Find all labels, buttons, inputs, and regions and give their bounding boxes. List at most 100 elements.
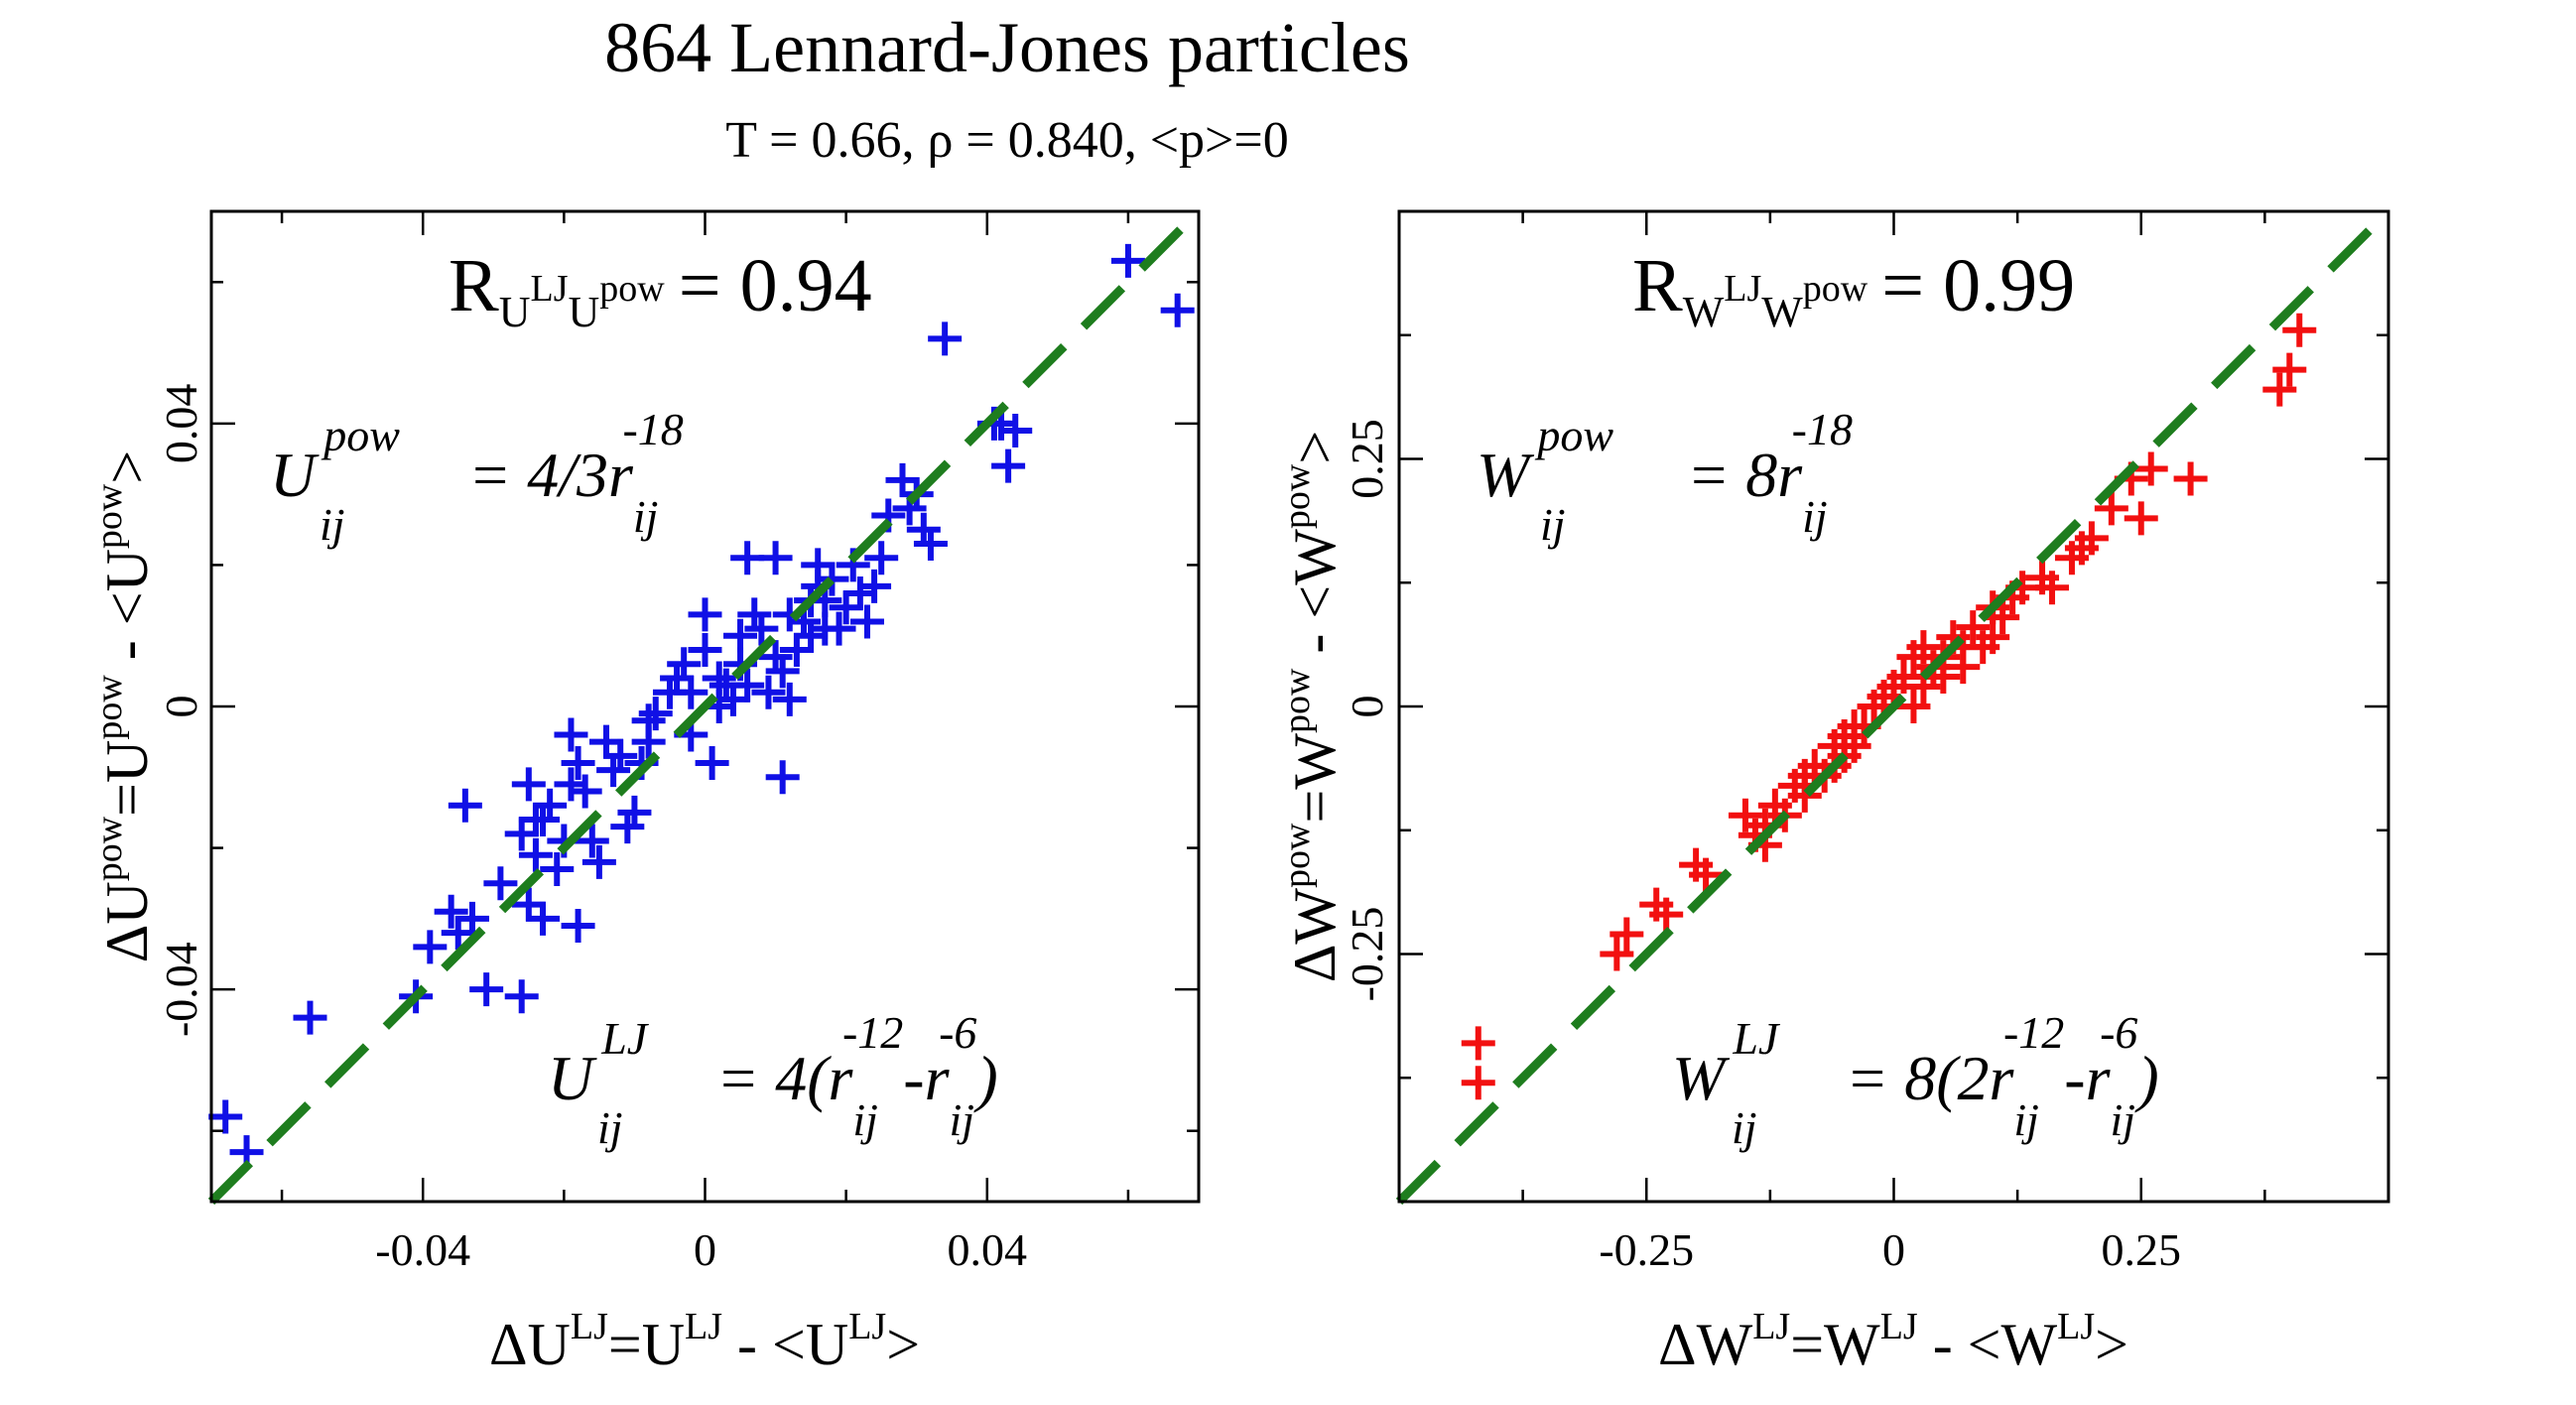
right-formula-bottom-mid: -r xyxy=(2064,1043,2111,1113)
right-scatter-point xyxy=(2272,352,2307,387)
right-formula-bottom-rsub2: ij xyxy=(2111,1094,2136,1145)
right-fit-line xyxy=(1395,207,2392,1206)
right-formula-bottom-rsup: -12 xyxy=(2003,1007,2064,1058)
right-scatter-point xyxy=(1610,917,1644,952)
right-x-axis-label-c: =W xyxy=(1790,1312,1880,1377)
left-scatter-point xyxy=(751,675,786,709)
left-formula-bottom-tail: ) xyxy=(972,1043,997,1113)
left-scatter-point xyxy=(688,597,722,632)
left-y-axis-label-f: pow xyxy=(88,483,130,549)
left-correlation-sup1: LJ xyxy=(530,268,568,310)
right-scatter-point xyxy=(1787,778,1822,813)
left-scatter-point xyxy=(822,611,856,646)
right-marks xyxy=(1461,313,2317,1100)
left-y-tick-label: 0 xyxy=(156,696,206,718)
right-scatter-point xyxy=(1976,620,2010,655)
left-formula-top-sub: ij xyxy=(320,499,345,550)
right-x-axis-label-a: ΔW xyxy=(1658,1312,1753,1377)
left-scatter-point xyxy=(568,774,602,809)
left-formula-top: Upow ij= 4/3rij-18 xyxy=(270,404,684,550)
right-y-axis-label-f: pow xyxy=(1276,463,1318,529)
left-scatter-point xyxy=(723,618,758,653)
left-scatter-point xyxy=(526,901,561,936)
left-x-axis-label-a: ΔU xyxy=(489,1312,571,1377)
left-scatter-point xyxy=(603,738,638,773)
right-scatter-point xyxy=(1461,1026,1495,1061)
left-x-axis-label-g: > xyxy=(886,1312,920,1377)
right-formula-top-sup: pow xyxy=(1534,410,1613,460)
left-scatter-point xyxy=(998,413,1033,447)
left-scatter-point xyxy=(518,837,553,872)
right-formula-bottom-sub: ij xyxy=(1732,1102,1757,1153)
left-scatter-point xyxy=(857,569,892,603)
left-y-axis-label-c: =U xyxy=(94,740,160,817)
left-correlation-sup2: pow xyxy=(599,268,665,310)
left-y-axis-label-b: pow xyxy=(88,816,130,881)
left-fit-line xyxy=(207,207,1203,1206)
left-scatter-point xyxy=(772,682,807,716)
left-scatter-point xyxy=(504,979,539,1014)
right-scatter-point xyxy=(1986,600,2020,635)
right-y-axis-label-b: pow xyxy=(1276,823,1318,888)
right-scatter-point xyxy=(1896,690,1931,723)
left-formula-bottom-rsub2: ij xyxy=(950,1094,975,1145)
left-correlation-r: R xyxy=(449,244,499,327)
right-scatter-point xyxy=(1461,1066,1495,1100)
right-formula-bottom-rhs: = 8(2r xyxy=(1846,1043,2015,1113)
right-formula-top-rsup: -18 xyxy=(1792,404,1853,454)
left-formula-bottom-rhs: = 4(r xyxy=(716,1043,854,1113)
left-scatter-point xyxy=(864,541,899,575)
left-scatter-point xyxy=(1160,293,1195,327)
left-formula-bottom-sup: LJ xyxy=(600,1013,650,1064)
right-scatter-point xyxy=(1956,610,1991,645)
right-scatter-point xyxy=(2074,521,2109,556)
left-correlation-value: = 0.94 xyxy=(679,244,872,327)
left-x-tick-label: -0.04 xyxy=(375,1224,470,1275)
right-formula-top-rsub: ij xyxy=(1802,491,1828,542)
right-y-axis-label-d: pow xyxy=(1276,668,1318,733)
right-formula-bottom-rsup2: -6 xyxy=(2100,1007,2137,1058)
right-scatter-point xyxy=(2035,571,2070,605)
left-formula-bottom-sub: ij xyxy=(597,1102,623,1153)
left-scatter-point xyxy=(744,611,779,646)
left-correlation-sub1: U xyxy=(499,288,531,336)
right-y-tick-label: 0 xyxy=(1342,696,1392,718)
right-correlation-sup1: LJ xyxy=(1724,268,1761,310)
left-scatter-point xyxy=(730,541,765,575)
left-formula-bottom: ULJ ij= 4(rij-12-rij-6) xyxy=(548,1007,998,1153)
right-x-axis-label-b: LJ xyxy=(1752,1306,1790,1347)
left-scatter-point xyxy=(688,632,722,667)
left-y-axis-label-a: ΔU xyxy=(94,881,160,962)
left-scatter-point xyxy=(913,527,948,562)
left-formula-bottom-sym: U xyxy=(548,1043,597,1113)
right-scatter-point xyxy=(1926,660,1961,695)
left-scatter-point xyxy=(561,908,595,943)
right-y-tick-label: -0.25 xyxy=(1342,907,1392,1002)
right-scatter-point xyxy=(1600,937,1634,971)
right-formula-bottom-sup: LJ xyxy=(1732,1013,1781,1064)
left-scatter-point xyxy=(758,541,793,575)
left-y-axis-label: ΔUpow=Upow - <Upow> xyxy=(88,450,160,962)
left-x-axis-label: ΔULJ=ULJ - <ULJ> xyxy=(489,1306,920,1377)
right-y-axis-label: ΔWpow=Wpow - <Wpow> xyxy=(1276,431,1348,982)
left-scatter-point xyxy=(1110,243,1145,278)
right-x-tick-label: 0.25 xyxy=(2102,1224,2182,1275)
right-correlation-sup2: pow xyxy=(1803,268,1868,310)
right-y-axis-label-c: =W xyxy=(1282,733,1348,824)
left-scatter-point xyxy=(631,703,666,738)
left-formula-bottom-rsup2: -6 xyxy=(939,1007,976,1058)
right-scatter-point xyxy=(1689,857,1724,892)
left-scatter-point xyxy=(695,746,729,781)
right-y-tick-label: 0.25 xyxy=(1342,419,1392,499)
left-y-axis-label-d: pow xyxy=(88,675,130,740)
right-y-axis-label-a: ΔW xyxy=(1282,888,1348,983)
right-x-tick-label: 0 xyxy=(1882,1224,1905,1275)
right-formula-bottom-sym: W xyxy=(1672,1043,1731,1113)
left-scatter-point xyxy=(674,675,708,709)
right-scatter-point xyxy=(2124,501,2158,536)
left-formula-top-rsub: ij xyxy=(633,491,659,542)
left-scatter-point xyxy=(815,562,849,596)
